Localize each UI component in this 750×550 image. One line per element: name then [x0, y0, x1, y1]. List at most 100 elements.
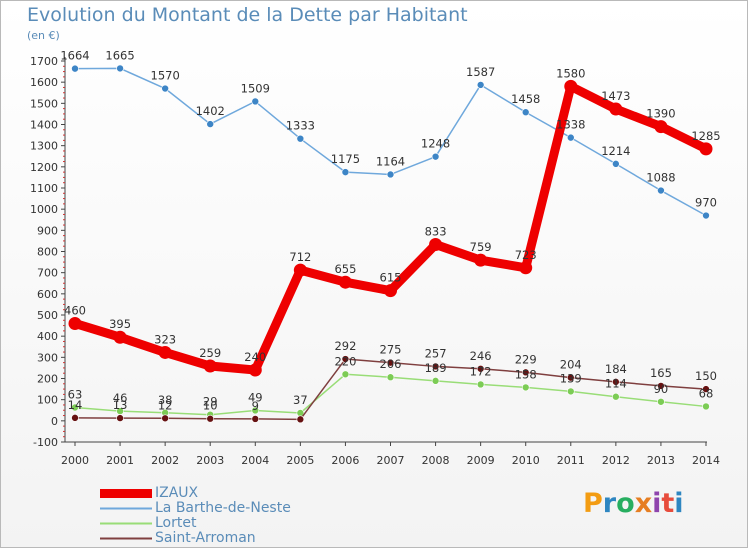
data-point-la-barthe-de-neste	[431, 152, 440, 161]
data-label-la-barthe-de-neste: 1214	[601, 144, 630, 158]
data-point-lortet	[612, 392, 620, 401]
data-point-la-barthe-de-neste	[612, 160, 620, 168]
data-point-la-barthe-de-neste	[116, 64, 124, 73]
data-label-izaux: 1285	[691, 129, 720, 143]
y-tick-label: 700	[37, 267, 58, 280]
data-label-la-barthe-de-neste: 1509	[241, 81, 270, 95]
data-label-saint-arroman: 12	[158, 398, 173, 412]
data-label-la-barthe-de-neste: 1175	[331, 152, 360, 166]
data-label-saint-arroman: 229	[515, 352, 537, 366]
data-point-saint-arroman	[251, 415, 260, 423]
data-point-saint-arroman	[71, 414, 79, 422]
legend-item-saint-arroman: Saint-Arroman	[100, 531, 291, 546]
data-point-saint-arroman	[566, 373, 575, 382]
data-point-la-barthe-de-neste	[341, 168, 350, 176]
y-tick-label: 500	[37, 309, 58, 322]
data-label-saint-arroman: 13	[113, 398, 128, 412]
data-point-lortet	[251, 406, 260, 415]
data-point-la-barthe-de-neste	[476, 81, 485, 89]
data-point-izaux	[293, 263, 307, 277]
x-tick-label: 2005	[286, 454, 314, 467]
legend-item-lortet: Lortet	[100, 516, 291, 531]
data-label-la-barthe-de-neste: 1338	[556, 118, 585, 132]
data-point-saint-arroman	[657, 382, 665, 390]
data-point-izaux	[338, 275, 352, 289]
logo-letter: t	[661, 488, 675, 519]
y-tick-label: 1500	[30, 97, 58, 110]
data-point-izaux	[699, 142, 713, 156]
data-point-lortet	[431, 377, 440, 385]
legend-swatch-lortet	[100, 522, 152, 525]
data-label-lortet: 114	[605, 377, 627, 391]
data-label-saint-arroman: 257	[425, 346, 447, 360]
data-point-lortet	[521, 383, 530, 392]
data-point-lortet	[702, 402, 710, 411]
y-tick-label: 1300	[30, 140, 58, 153]
x-tick-label: 2000	[61, 454, 89, 467]
data-point-la-barthe-de-neste	[206, 120, 215, 128]
data-point-izaux	[609, 102, 623, 116]
data-label-izaux: 323	[154, 332, 176, 346]
logo-letter: o	[616, 488, 635, 519]
y-tick-label: 200	[37, 373, 58, 386]
y-tick-label: 100	[37, 394, 58, 407]
x-tick-label: 2007	[377, 454, 405, 467]
data-point-la-barthe-de-neste	[386, 170, 395, 179]
data-point-saint-arroman	[206, 414, 215, 423]
data-label-saint-arroman: 204	[560, 358, 582, 372]
data-point-lortet	[386, 373, 395, 382]
x-tick-label: 2011	[557, 454, 585, 467]
data-label-izaux: 759	[470, 240, 492, 254]
data-label-lortet: 139	[560, 371, 582, 385]
logo-letter: i	[674, 488, 684, 519]
series-line-izaux	[70, 81, 711, 375]
data-label-lortet: 220	[334, 354, 356, 368]
data-label-saint-arroman: 275	[380, 343, 402, 357]
data-point-la-barthe-de-neste	[71, 64, 79, 73]
data-label-saint-arroman: 292	[334, 339, 356, 353]
x-tick-label: 2012	[602, 454, 630, 467]
data-point-lortet	[476, 380, 485, 389]
x-tick-label: 2001	[106, 454, 134, 467]
data-point-izaux	[203, 359, 217, 373]
proxiti-logo: Proxiti	[583, 488, 684, 519]
data-point-lortet	[657, 397, 665, 406]
x-tick-label: 2010	[512, 454, 540, 467]
data-point-saint-arroman	[161, 414, 169, 423]
data-label-la-barthe-de-neste: 1570	[151, 69, 180, 83]
data-point-saint-arroman	[612, 378, 620, 386]
data-label-lortet: 206	[380, 357, 402, 371]
data-point-izaux	[113, 330, 127, 344]
data-label-saint-arroman: 165	[650, 366, 672, 380]
data-point-la-barthe-de-neste	[521, 108, 530, 117]
y-tick-label: 1700	[30, 55, 58, 68]
y-tick-label: 1100	[30, 182, 58, 195]
data-point-saint-arroman	[476, 364, 485, 373]
data-label-saint-arroman: 10	[203, 399, 218, 413]
y-tick-label: 0	[51, 415, 58, 428]
data-point-saint-arroman	[296, 415, 305, 424]
data-label-lortet: 63	[68, 387, 83, 401]
legend-label-izaux: IZAUX	[155, 485, 199, 501]
data-point-saint-arroman	[521, 368, 530, 377]
x-tick-label: 2014	[692, 454, 720, 467]
data-point-izaux	[158, 345, 172, 359]
y-tick-label: 1200	[30, 161, 58, 174]
x-tick-label: 2008	[422, 454, 450, 467]
x-tick-label: 2003	[196, 454, 224, 467]
legend-item-la-barthe-de-neste: La Barthe-de-Neste	[100, 501, 291, 516]
chart-title: Evolution du Montant de la Dette par Hab…	[27, 4, 468, 26]
data-label-izaux: 655	[334, 262, 356, 276]
y-tick-label: 300	[37, 351, 58, 364]
legend-swatch-saint-arroman	[100, 537, 152, 540]
data-label-la-barthe-de-neste: 970	[695, 196, 717, 210]
data-point-izaux	[654, 120, 668, 134]
data-point-la-barthe-de-neste	[251, 97, 260, 106]
y-tick-label: 1000	[30, 203, 58, 216]
data-label-saint-arroman: 246	[470, 349, 492, 363]
data-point-saint-arroman	[386, 358, 395, 367]
y-tick-label: 900	[37, 224, 58, 237]
data-point-la-barthe-de-neste	[161, 84, 169, 93]
